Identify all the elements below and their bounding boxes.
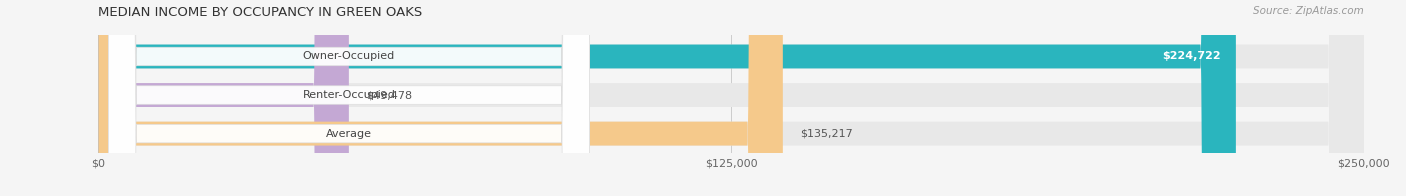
FancyBboxPatch shape — [98, 0, 1364, 196]
Text: Source: ZipAtlas.com: Source: ZipAtlas.com — [1253, 6, 1364, 16]
Text: $224,722: $224,722 — [1163, 52, 1220, 62]
FancyBboxPatch shape — [108, 0, 589, 196]
FancyBboxPatch shape — [108, 0, 589, 196]
Text: $135,217: $135,217 — [800, 129, 853, 139]
FancyBboxPatch shape — [98, 0, 1364, 196]
Text: Owner-Occupied: Owner-Occupied — [302, 52, 395, 62]
FancyBboxPatch shape — [98, 0, 1236, 196]
Text: MEDIAN INCOME BY OCCUPANCY IN GREEN OAKS: MEDIAN INCOME BY OCCUPANCY IN GREEN OAKS — [98, 6, 423, 19]
FancyBboxPatch shape — [98, 0, 783, 196]
Text: Average: Average — [326, 129, 373, 139]
FancyBboxPatch shape — [108, 0, 589, 196]
Text: $49,478: $49,478 — [367, 90, 413, 100]
FancyBboxPatch shape — [98, 0, 1364, 196]
FancyBboxPatch shape — [98, 0, 349, 196]
Text: Renter-Occupied: Renter-Occupied — [302, 90, 395, 100]
